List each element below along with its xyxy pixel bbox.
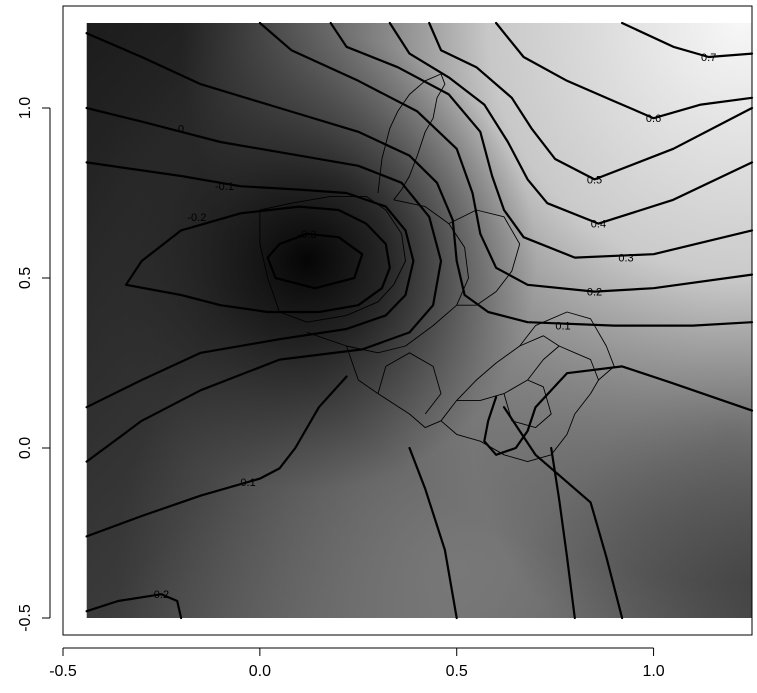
- x-tick-label-0: -0.5: [49, 663, 77, 680]
- contour-label-0p4-10: 0.4: [591, 219, 606, 231]
- contour-labels: -0.3 -0.2 -0.1 0 0.1 0.1 0.2 0.2 0.3 0.4 0.5 0.6 0.7: [154, 52, 717, 601]
- contour-line-neg0p1-2: [85, 161, 415, 409]
- x-tick-label-1: 0.0: [249, 663, 271, 680]
- contour-lines: [85, 21, 754, 620]
- contour-line-0p1-15: [550, 446, 576, 620]
- contour-line-0p4-10: [388, 21, 754, 225]
- contour-line-0p2-16: [502, 406, 624, 620]
- region-border-inner-sub-2: [377, 352, 442, 415]
- region-border-west-inner: [259, 195, 406, 323]
- region-border-south-central: [346, 335, 560, 429]
- region-border-north-strip: [377, 73, 446, 201]
- contour-line-0-14: [408, 446, 458, 620]
- contour-label-0p6-12: 0.6: [646, 113, 661, 125]
- contour-line-0p6-12: [495, 21, 754, 120]
- y-tick-label-3: 1.0: [17, 97, 34, 119]
- contour-label-neg0p3-0: -0.3: [298, 229, 317, 241]
- contour-line-neg0p2-1: [124, 205, 391, 314]
- plot-frame: [62, 5, 753, 636]
- contour-label-0p1-5: 0.1: [240, 477, 255, 489]
- contour-line-0p2-7: [258, 21, 754, 293]
- contour-label-0p2-7: 0.2: [587, 287, 602, 299]
- contour-label-0p7-13: 0.7: [701, 52, 716, 64]
- contour-line-0p3-9: [329, 21, 754, 259]
- x-tick-label-3: 1.0: [642, 663, 664, 680]
- contour-line-0p1-5: [85, 375, 348, 538]
- contour-line-0-3: [85, 106, 443, 463]
- contour-label-0p5-11: 0.5: [587, 174, 602, 186]
- contour-label-neg0p1-2: -0.1: [215, 181, 234, 193]
- contour-label-neg0p2-1: -0.2: [187, 212, 206, 224]
- y-tick-label-0: -0.5: [17, 604, 34, 632]
- contour-label-0p1-4: 0.1: [555, 321, 570, 333]
- contour-line-neg0p3-0: [266, 232, 364, 290]
- x-tick-label-2: 0.5: [446, 663, 468, 680]
- contour-line-0p1-6: [483, 365, 754, 456]
- contour-line-0p5-11: [428, 21, 754, 181]
- contour-label-0-3: 0: [178, 123, 184, 135]
- y-tick-label-1: 0.0: [17, 437, 34, 459]
- region-border-east-central: [448, 209, 521, 306]
- contour-line-0p7-13: [621, 21, 754, 59]
- contour-line-0p1-4: [85, 32, 754, 327]
- contour-line-0p2-8: [85, 593, 183, 620]
- contour-label-0p2-8: 0.2: [154, 589, 169, 601]
- axes: -0.5 0.0 0.5 1.0 -0.5 0.0 0.5 1.0: [17, 5, 753, 680]
- y-tick-label-2: 0.5: [17, 267, 34, 289]
- contour-label-0p3-9: 0.3: [618, 253, 633, 265]
